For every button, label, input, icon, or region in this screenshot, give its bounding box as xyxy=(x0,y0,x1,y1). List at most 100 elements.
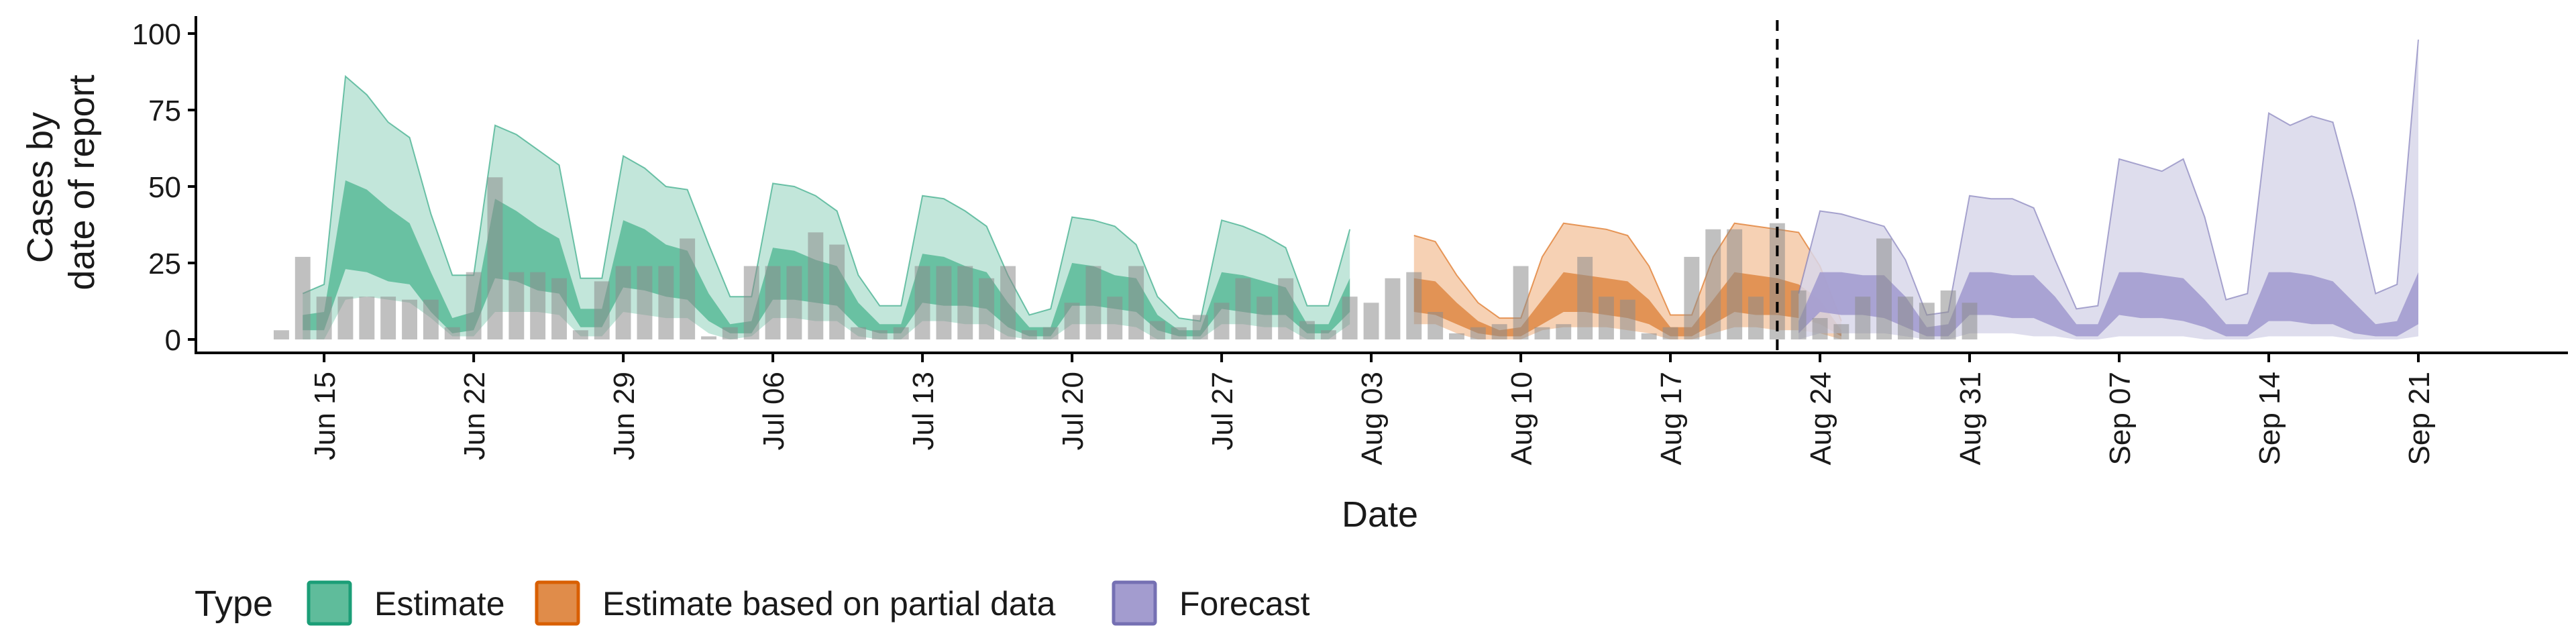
case-bar xyxy=(1000,266,1016,339)
case-bar xyxy=(914,266,930,339)
x-tick-label: Jul 06 xyxy=(757,372,790,450)
case-bar xyxy=(1962,303,1978,339)
case-bar xyxy=(1662,327,1678,339)
case-bar xyxy=(1705,229,1721,339)
case-bar xyxy=(1150,321,1165,339)
case-bar xyxy=(808,232,824,339)
case-bar xyxy=(765,266,781,339)
case-bar xyxy=(979,278,995,339)
case-bar xyxy=(1299,321,1315,339)
case-bar xyxy=(1363,303,1379,339)
case-bar xyxy=(530,272,546,339)
case-bar xyxy=(1748,297,1764,339)
tick-labels: 0 25 50 75 100 Jun 15 Jun 22 Jun 29 Jul 06 Jul 13… xyxy=(132,18,2436,465)
case-bar xyxy=(637,266,653,339)
case-bar xyxy=(1790,290,1807,339)
case-bar xyxy=(1641,333,1657,339)
case-bar xyxy=(508,272,525,339)
y-tick-label: 25 xyxy=(148,248,181,280)
case-bar xyxy=(1278,278,1294,339)
case-bar xyxy=(337,297,354,339)
case-bar xyxy=(1534,327,1550,339)
x-tick-label: Aug 10 xyxy=(1505,372,1538,465)
case-bar xyxy=(444,327,460,339)
x-tick-label: Sep 21 xyxy=(2403,372,2436,465)
case-bar xyxy=(380,297,396,339)
legend-key-partial xyxy=(535,580,580,626)
y-tick-label: 0 xyxy=(165,324,181,357)
case-bar xyxy=(1898,297,1913,339)
case-bar xyxy=(936,266,952,339)
case-bar xyxy=(316,297,332,339)
legend-key-forecast xyxy=(1112,580,1157,626)
case-bar xyxy=(487,177,503,339)
case-bar xyxy=(1449,333,1464,339)
legend-key-estimate xyxy=(307,580,352,626)
case-bar xyxy=(1214,303,1230,339)
case-bar xyxy=(1021,330,1037,339)
case-bar xyxy=(1320,330,1336,339)
case-bar xyxy=(423,299,439,339)
case-bar xyxy=(1556,324,1572,339)
case-bar xyxy=(1513,266,1529,339)
case-bar xyxy=(1619,299,1635,339)
case-bar xyxy=(1171,327,1187,339)
case-bar xyxy=(1599,297,1614,339)
x-tick-label: Jul 27 xyxy=(1206,372,1239,450)
case-bar xyxy=(743,266,759,339)
y-tick-label: 50 xyxy=(148,171,181,204)
case-bar xyxy=(893,327,909,339)
case-bar xyxy=(1577,256,1593,339)
y-axis-title: Cases by date of report xyxy=(20,74,102,290)
case-bar xyxy=(786,266,802,339)
x-tick-label: Aug 31 xyxy=(1954,372,1987,465)
case-bar xyxy=(1727,229,1743,339)
case-bar xyxy=(1470,327,1486,339)
case-bar xyxy=(1428,312,1444,339)
x-tick-label: Jun 15 xyxy=(309,372,341,460)
case-bar xyxy=(829,244,845,339)
case-bar xyxy=(1769,223,1785,339)
legend: Type Estimate Estimate based on partial d… xyxy=(195,580,1310,626)
legend-label-estimate: Estimate xyxy=(374,585,505,623)
case-bar xyxy=(1919,303,1935,339)
case-bar xyxy=(274,330,289,339)
y-tick-label: 100 xyxy=(132,18,181,51)
case-bar xyxy=(722,327,738,339)
case-bar xyxy=(466,272,482,339)
case-bar xyxy=(957,266,973,339)
x-axis-title: Date xyxy=(1342,494,1418,535)
case-bar xyxy=(294,256,311,339)
x-tick-label: Aug 17 xyxy=(1655,372,1688,465)
case-bar xyxy=(1684,256,1700,339)
case-bar xyxy=(701,336,716,339)
case-bar xyxy=(680,238,696,339)
x-tick-label: Sep 14 xyxy=(2253,372,2286,465)
case-bar xyxy=(1385,278,1401,339)
plot-area xyxy=(274,20,2419,353)
case-bar xyxy=(594,281,610,339)
case-bar xyxy=(551,278,567,339)
case-bar xyxy=(1256,297,1273,339)
case-bar xyxy=(1192,315,1208,339)
case-bar xyxy=(1064,303,1080,339)
case-bar xyxy=(1876,238,1892,339)
case-bar xyxy=(1107,297,1123,339)
case-bar xyxy=(658,266,674,339)
case-bar xyxy=(1812,318,1828,339)
x-tick-label: Jul 20 xyxy=(1057,372,1089,450)
case-bar xyxy=(1406,272,1422,339)
case-bar xyxy=(1940,290,1956,339)
estimate-outer-edge xyxy=(302,74,1351,322)
case-bar xyxy=(1855,297,1871,339)
case-bar xyxy=(871,330,888,339)
forecast-outer-edge xyxy=(1798,40,2419,316)
case-bar xyxy=(572,330,588,339)
case-bar xyxy=(1085,266,1102,339)
case-bar xyxy=(359,297,375,339)
y-axis-title-line-2: date of report xyxy=(62,74,102,290)
case-bar xyxy=(1491,324,1507,339)
case-bar xyxy=(851,327,866,339)
y-tick-label: 75 xyxy=(148,95,181,127)
